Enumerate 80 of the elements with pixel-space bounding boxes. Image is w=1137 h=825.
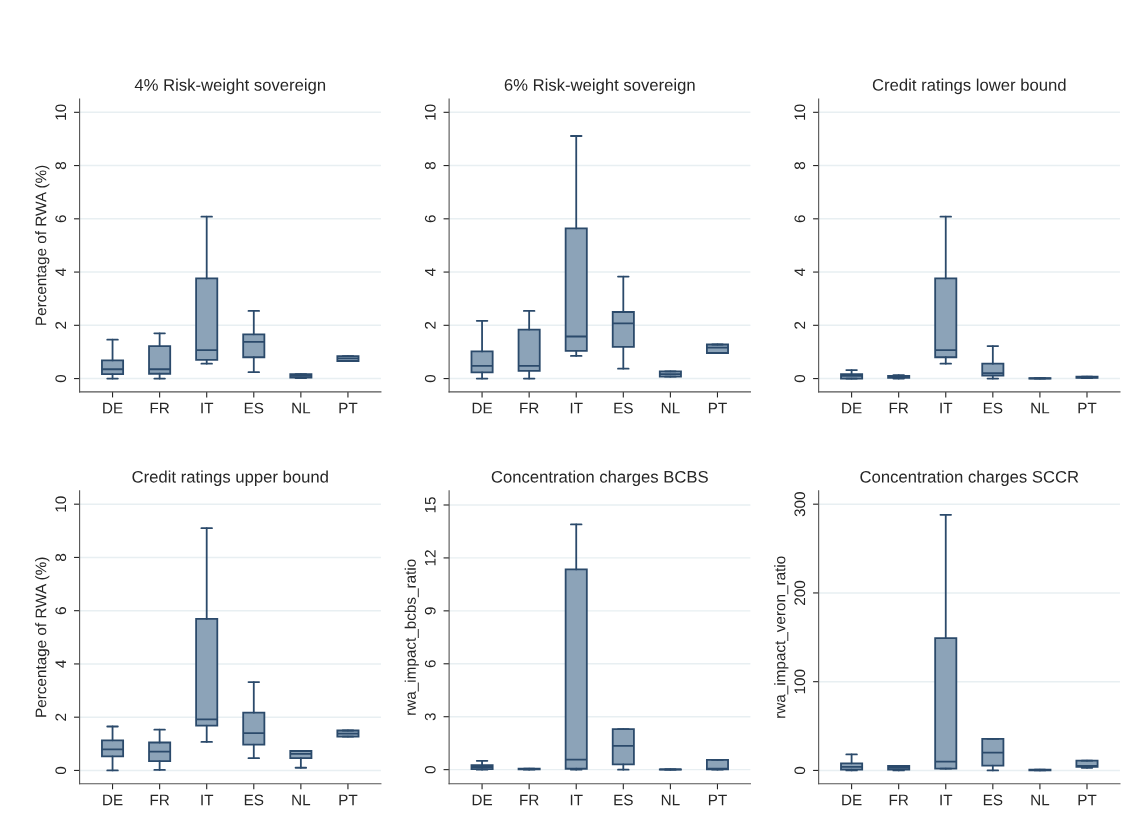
y-tick-label: 2	[55, 713, 66, 721]
y-tick-label: 10	[55, 496, 67, 512]
y-tick-label: 0	[424, 374, 436, 383]
x-tick-label: DE	[472, 402, 493, 414]
chart-title: Concentration charges SCCR	[860, 470, 1079, 486]
x-tick-label: IT	[570, 402, 583, 414]
x-tick-label: NL	[1031, 794, 1050, 806]
y-tick-label: 10	[794, 104, 806, 120]
y-tick-label: 8	[55, 553, 67, 562]
x-tick-label: ES	[983, 794, 1003, 806]
x-tick-label: FR	[889, 794, 909, 806]
y-tick-label: 8	[55, 161, 67, 170]
y-tick-label: 10	[55, 104, 67, 120]
x-tick-label: IT	[940, 794, 953, 806]
y-axis-title: rwa_impact_veron_ratio	[774, 556, 789, 718]
y-tick-label: 6	[55, 215, 67, 223]
x-tick-label: DE	[103, 794, 123, 806]
x-tick-label: FR	[889, 402, 909, 414]
x-tick-label: NL	[661, 402, 680, 414]
x-tick-label: FR	[150, 794, 170, 806]
y-tick-label: 6	[55, 607, 67, 615]
x-tick-label: NL	[661, 794, 680, 806]
y-tick-label: 0	[55, 766, 67, 775]
y-tick-label: 2	[424, 321, 436, 329]
y-tick-label: 8	[794, 161, 806, 170]
y-tick-label: 0	[794, 374, 806, 383]
y-axis-title: Percentage of RWA (%)	[35, 165, 50, 325]
x-tick-label: IT	[570, 794, 583, 806]
chart-title: 4% Risk-weight sovereign	[134, 78, 326, 95]
y-tick-label: 0	[55, 374, 67, 383]
y-tick-label: 0	[794, 766, 806, 775]
x-tick-label: PT	[708, 402, 727, 414]
y-tick-label: 10	[424, 104, 436, 120]
x-tick-label: IT	[201, 402, 214, 414]
y-tick-label: 6	[794, 215, 806, 223]
chart-title: Concentration charges BCBS	[491, 470, 708, 486]
x-tick-label: DE	[842, 402, 862, 414]
x-tick-label: PT	[708, 794, 727, 806]
y-axis-title: Percentage of RWA (%)	[35, 557, 50, 717]
y-tick-label: 0	[424, 765, 436, 774]
y-tick-label: 4	[55, 660, 66, 668]
x-tick-label: PT	[1078, 794, 1097, 806]
y-tick-label: 2	[55, 321, 66, 329]
x-tick-label: ES	[244, 794, 264, 806]
x-tick-label: NL	[1031, 402, 1050, 414]
y-tick-label: 9	[424, 607, 436, 615]
chart-title: Credit ratings lower bound	[872, 78, 1066, 95]
x-tick-label: ES	[614, 794, 633, 806]
x-tick-label: FR	[150, 402, 170, 414]
x-tick-label: NL	[292, 794, 311, 806]
x-tick-label: DE	[842, 794, 862, 806]
y-tick-label: 15	[425, 497, 436, 513]
chart-title: 6% Risk-weight sovereign	[504, 78, 695, 95]
x-tick-label: PT	[339, 794, 358, 806]
y-tick-label: 4	[55, 268, 66, 276]
x-tick-label: IT	[940, 402, 953, 414]
y-tick-label: 100	[794, 669, 806, 694]
y-tick-label: 6	[424, 660, 436, 668]
y-tick-label: 2	[794, 321, 806, 329]
x-tick-label: DE	[103, 402, 123, 414]
x-tick-label: ES	[244, 402, 264, 414]
y-axis-title: rwa_impact_bcbs_ratio	[404, 559, 419, 715]
x-tick-label: FR	[520, 794, 539, 806]
y-tick-label: 6	[424, 215, 436, 223]
y-tick-label: 4	[425, 268, 436, 276]
x-tick-label: ES	[983, 402, 1003, 414]
x-tick-label: ES	[614, 402, 633, 414]
y-tick-label: 12	[424, 550, 436, 566]
x-tick-label: NL	[292, 402, 311, 414]
y-tick-label: 4	[794, 268, 806, 276]
chart-title: Credit ratings upper bound	[132, 470, 328, 486]
y-tick-label: 300	[794, 492, 806, 517]
y-tick-label: 3	[424, 713, 436, 721]
x-tick-label: PT	[1078, 402, 1097, 414]
y-tick-label: 8	[424, 161, 436, 170]
x-tick-label: IT	[201, 794, 214, 806]
y-tick-label: 200	[794, 580, 806, 605]
x-tick-label: PT	[339, 402, 358, 414]
x-tick-label: FR	[520, 402, 539, 414]
x-tick-label: DE	[472, 794, 493, 806]
